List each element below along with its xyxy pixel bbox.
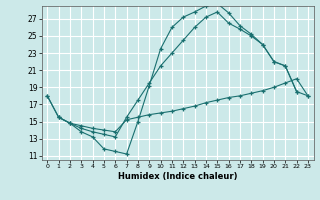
X-axis label: Humidex (Indice chaleur): Humidex (Indice chaleur) <box>118 172 237 181</box>
